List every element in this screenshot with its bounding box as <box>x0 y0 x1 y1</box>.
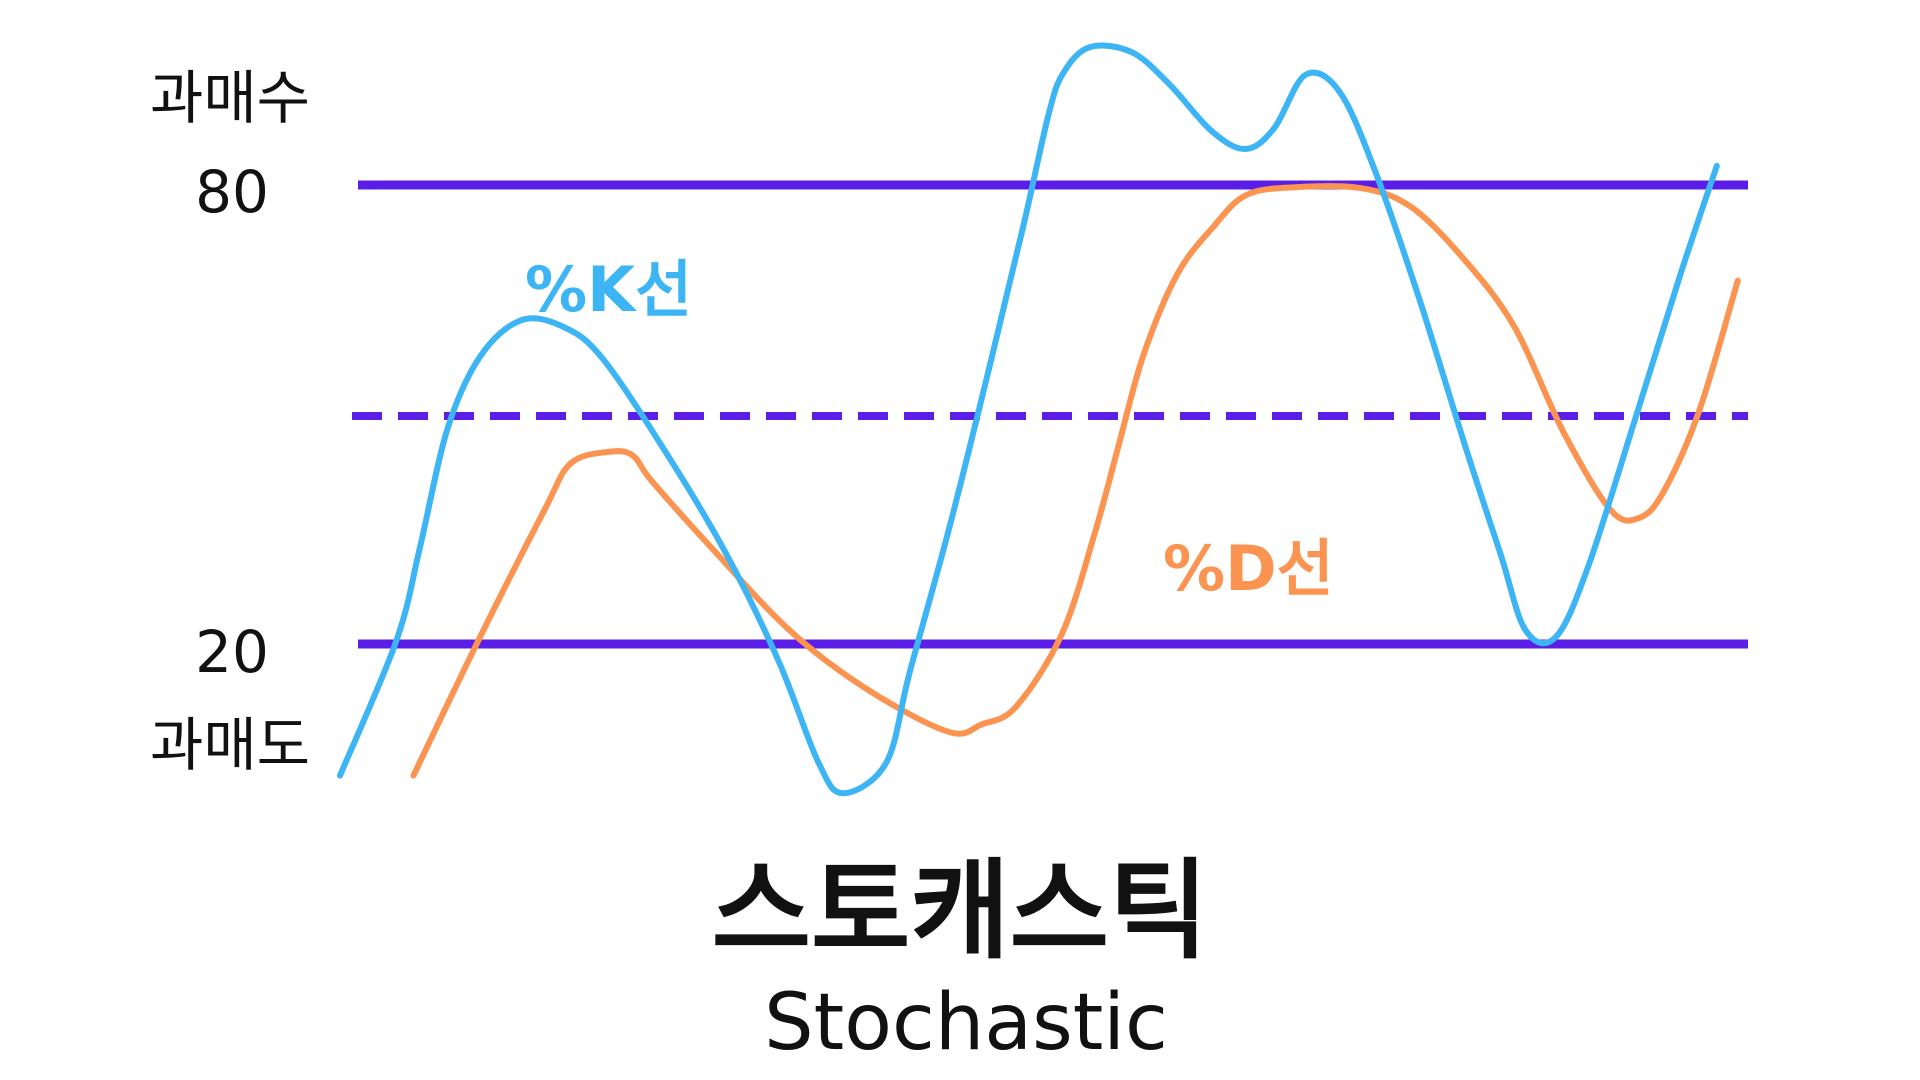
k-line-label: %K선 <box>525 253 692 326</box>
d-line-label: %D선 <box>1163 532 1334 605</box>
diagram-subtitle: Stochastic <box>764 978 1168 1068</box>
level-80-label: 80 <box>195 158 269 226</box>
overbought-label: 과매수 <box>150 64 310 132</box>
oversold-label: 과매도 <box>150 711 310 779</box>
k-line-series <box>337 42 1720 797</box>
diagram-title: 스토캐스틱 <box>712 849 1209 974</box>
level-20-label: 20 <box>195 618 269 686</box>
d-line-series <box>410 183 1741 779</box>
